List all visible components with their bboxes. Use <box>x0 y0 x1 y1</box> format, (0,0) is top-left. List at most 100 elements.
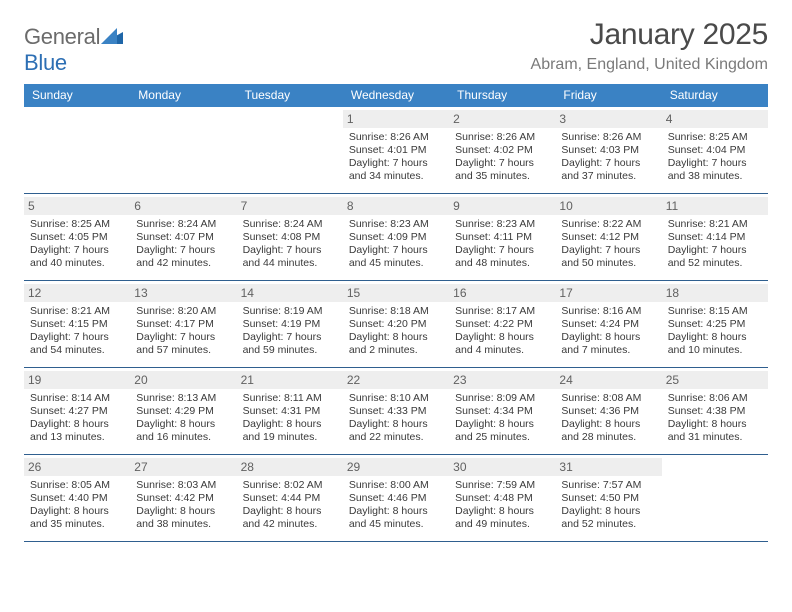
week-row: 26Sunrise: 8:05 AMSunset: 4:40 PMDayligh… <box>24 455 768 542</box>
daylight-line-2: and 22 minutes. <box>349 431 443 444</box>
sunrise-line: Sunrise: 8:09 AM <box>455 392 549 405</box>
dow-cell: Tuesday <box>237 84 343 107</box>
day-number: 19 <box>24 371 130 389</box>
sunrise-line: Sunrise: 7:59 AM <box>455 479 549 492</box>
daylight-line-2: and 25 minutes. <box>455 431 549 444</box>
daylight-line-2: and 38 minutes. <box>668 170 762 183</box>
day-number: 14 <box>237 284 343 302</box>
dow-cell: Sunday <box>24 84 130 107</box>
day-cell: 25 Sunrise: 8:06 AMSunset: 4:38 PMDayligh… <box>662 368 768 454</box>
sunrise-line: Sunrise: 8:19 AM <box>243 305 337 318</box>
dow-cell: Monday <box>130 84 236 107</box>
logo-word-general: General <box>24 24 100 49</box>
sunset-line: Sunset: 4:12 PM <box>561 231 655 244</box>
day-cell: 28Sunrise: 8:02 AMSunset: 4:44 PMDayligh… <box>237 455 343 541</box>
day-detail: Sunrise: 8:23 AMSunset: 4:09 PMDaylight:… <box>349 218 443 271</box>
day-cell: 23Sunrise: 8:09 AMSunset: 4:34 PMDayligh… <box>449 368 555 454</box>
daylight-line-2: and 35 minutes. <box>30 518 124 531</box>
weeks-container: 1Sunrise: 8:26 AMSunset: 4:01 PMDaylight… <box>24 107 768 542</box>
day-cell: 6 Sunrise: 8:24 AMSunset: 4:07 PMDaylight… <box>130 194 236 280</box>
dow-cell: Friday <box>555 84 661 107</box>
day-number: 5 <box>24 197 130 215</box>
daylight-line-1: Daylight: 7 hours <box>30 331 124 344</box>
sunset-line: Sunset: 4:36 PM <box>561 405 655 418</box>
sunset-line: Sunset: 4:27 PM <box>30 405 124 418</box>
day-detail: Sunrise: 8:21 AMSunset: 4:14 PMDaylight:… <box>668 218 762 271</box>
empty-cell <box>24 107 130 193</box>
day-detail: Sunrise: 8:16 AMSunset: 4:24 PMDaylight:… <box>561 305 655 358</box>
empty-cell <box>130 107 236 193</box>
day-number: 12 <box>24 284 130 302</box>
location-subtitle: Abram, England, United Kingdom <box>531 56 768 74</box>
day-detail: Sunrise: 8:06 AMSunset: 4:38 PMDaylight:… <box>668 392 762 445</box>
day-number: 24 <box>555 371 661 389</box>
day-detail: Sunrise: 8:20 AMSunset: 4:17 PMDaylight:… <box>136 305 230 358</box>
daylight-line-1: Daylight: 8 hours <box>455 505 549 518</box>
sunrise-line: Sunrise: 8:25 AM <box>30 218 124 231</box>
week-row: 1Sunrise: 8:26 AMSunset: 4:01 PMDaylight… <box>24 107 768 194</box>
sunrise-line: Sunrise: 8:11 AM <box>243 392 337 405</box>
month-title: January 2025 <box>531 18 768 52</box>
daylight-line-2: and 52 minutes. <box>668 257 762 270</box>
day-cell: 15Sunrise: 8:18 AMSunset: 4:20 PMDayligh… <box>343 281 449 367</box>
daylight-line-1: Daylight: 7 hours <box>455 157 549 170</box>
sunset-line: Sunset: 4:03 PM <box>561 144 655 157</box>
empty-cell <box>237 107 343 193</box>
sunrise-line: Sunrise: 8:26 AM <box>455 131 549 144</box>
daylight-line-2: and 13 minutes. <box>30 431 124 444</box>
sunrise-line: Sunrise: 8:18 AM <box>349 305 443 318</box>
day-cell: 17Sunrise: 8:16 AMSunset: 4:24 PMDayligh… <box>555 281 661 367</box>
daylight-line-1: Daylight: 7 hours <box>30 244 124 257</box>
day-number: 30 <box>449 458 555 476</box>
sunrise-line: Sunrise: 8:05 AM <box>30 479 124 492</box>
dow-cell: Thursday <box>449 84 555 107</box>
day-number: 18 <box>662 284 768 302</box>
day-number: 11 <box>662 197 768 215</box>
day-detail: Sunrise: 8:24 AMSunset: 4:07 PMDaylight:… <box>136 218 230 271</box>
daylight-line-1: Daylight: 8 hours <box>668 331 762 344</box>
sunset-line: Sunset: 4:15 PM <box>30 318 124 331</box>
day-cell: 22Sunrise: 8:10 AMSunset: 4:33 PMDayligh… <box>343 368 449 454</box>
daylight-line-1: Daylight: 7 hours <box>561 157 655 170</box>
calendar-grid: SundayMondayTuesdayWednesdayThursdayFrid… <box>24 84 768 542</box>
daylight-line-2: and 34 minutes. <box>349 170 443 183</box>
daylight-line-2: and 45 minutes. <box>349 518 443 531</box>
daylight-line-1: Daylight: 8 hours <box>243 418 337 431</box>
day-cell: 1Sunrise: 8:26 AMSunset: 4:01 PMDaylight… <box>343 107 449 193</box>
daylight-line-2: and 28 minutes. <box>561 431 655 444</box>
daylight-line-1: Daylight: 7 hours <box>243 244 337 257</box>
daylight-line-2: and 2 minutes. <box>349 344 443 357</box>
sunset-line: Sunset: 4:07 PM <box>136 231 230 244</box>
daylight-line-1: Daylight: 8 hours <box>455 331 549 344</box>
day-number: 27 <box>130 458 236 476</box>
daylight-line-1: Daylight: 7 hours <box>455 244 549 257</box>
day-detail: Sunrise: 8:22 AMSunset: 4:12 PMDaylight:… <box>561 218 655 271</box>
day-detail: Sunrise: 8:13 AMSunset: 4:29 PMDaylight:… <box>136 392 230 445</box>
day-cell: 24Sunrise: 8:08 AMSunset: 4:36 PMDayligh… <box>555 368 661 454</box>
sunrise-line: Sunrise: 8:22 AM <box>561 218 655 231</box>
sunrise-line: Sunrise: 8:20 AM <box>136 305 230 318</box>
daylight-line-2: and 31 minutes. <box>668 431 762 444</box>
day-number: 1 <box>343 110 449 128</box>
daylight-line-2: and 54 minutes. <box>30 344 124 357</box>
day-number: 6 <box>130 197 236 215</box>
daylight-line-1: Daylight: 8 hours <box>349 418 443 431</box>
sunrise-line: Sunrise: 8:17 AM <box>455 305 549 318</box>
day-cell: 14Sunrise: 8:19 AMSunset: 4:19 PMDayligh… <box>237 281 343 367</box>
day-detail: Sunrise: 7:57 AMSunset: 4:50 PMDaylight:… <box>561 479 655 532</box>
day-detail: Sunrise: 8:00 AMSunset: 4:46 PMDaylight:… <box>349 479 443 532</box>
day-number: 25 <box>662 371 768 389</box>
logo-word-blue: Blue <box>24 50 67 75</box>
sunrise-line: Sunrise: 8:03 AM <box>136 479 230 492</box>
sunset-line: Sunset: 4:08 PM <box>243 231 337 244</box>
logo-mark-icon <box>101 24 123 40</box>
day-cell: 27Sunrise: 8:03 AMSunset: 4:42 PMDayligh… <box>130 455 236 541</box>
daylight-line-2: and 49 minutes. <box>455 518 549 531</box>
sunset-line: Sunset: 4:14 PM <box>668 231 762 244</box>
sunset-line: Sunset: 4:04 PM <box>668 144 762 157</box>
day-cell: 29Sunrise: 8:00 AMSunset: 4:46 PMDayligh… <box>343 455 449 541</box>
day-cell: 10Sunrise: 8:22 AMSunset: 4:12 PMDayligh… <box>555 194 661 280</box>
sunrise-line: Sunrise: 8:16 AM <box>561 305 655 318</box>
day-number: 15 <box>343 284 449 302</box>
title-block: January 2025 Abram, England, United King… <box>531 18 768 74</box>
